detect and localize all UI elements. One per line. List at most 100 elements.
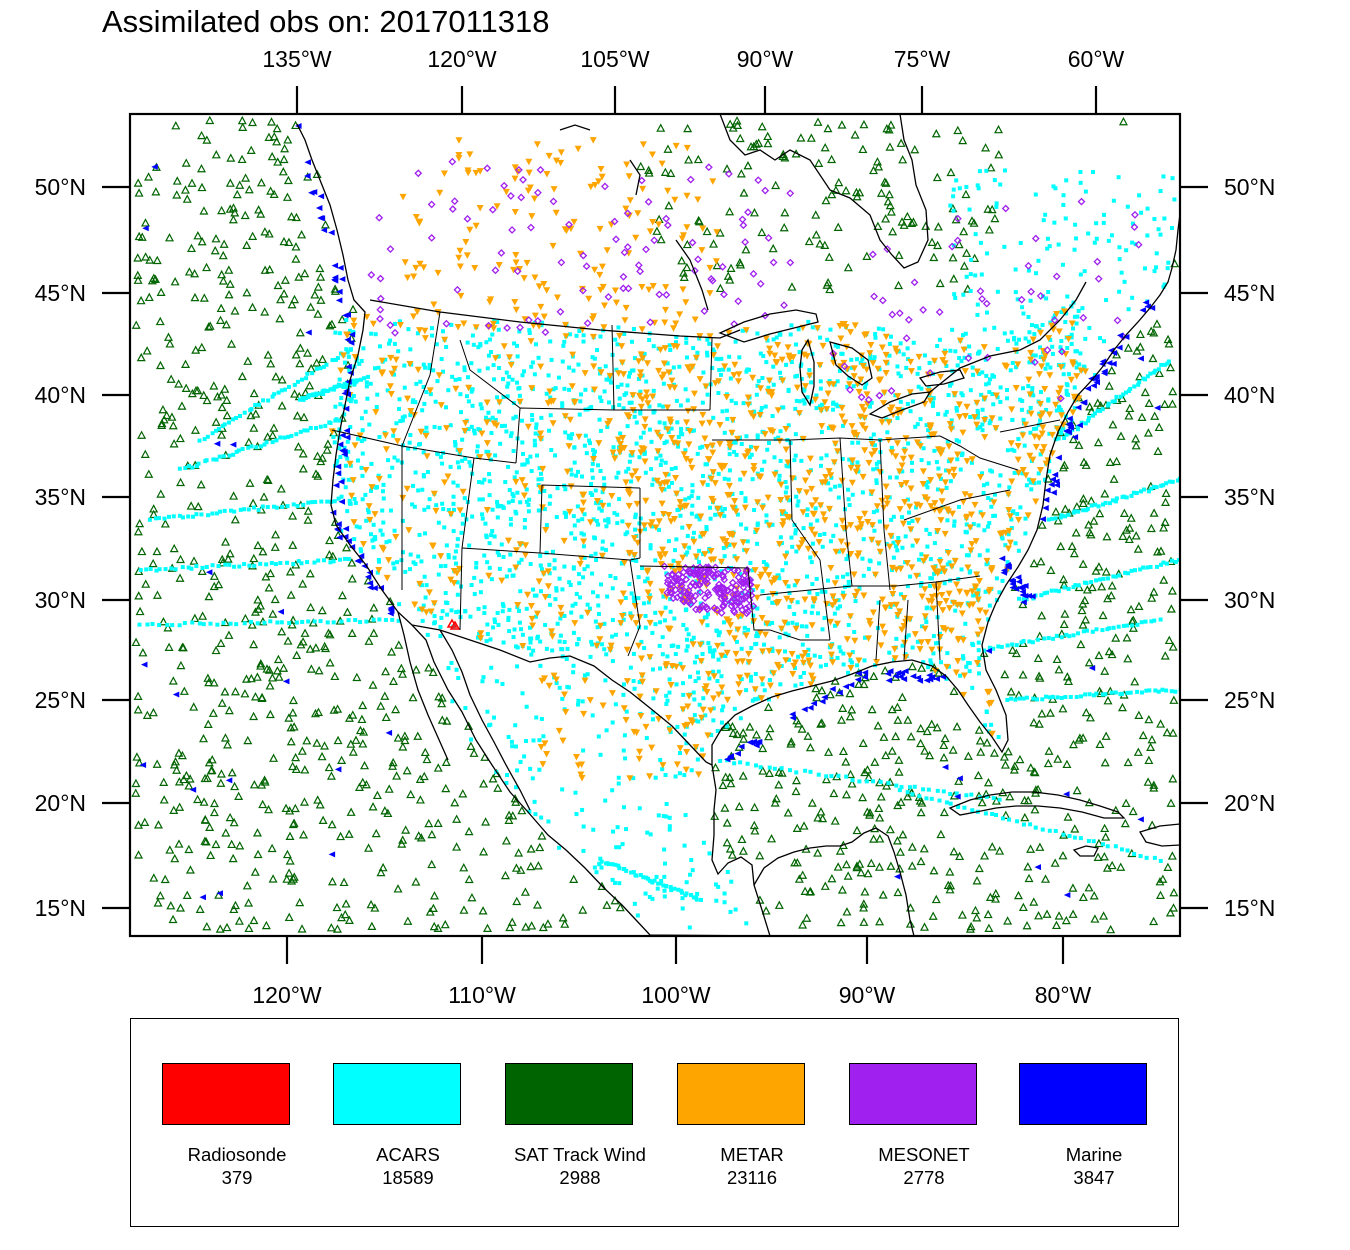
obs-marker xyxy=(892,453,900,460)
obs-marker xyxy=(186,514,191,519)
obs-marker xyxy=(975,183,980,188)
obs-marker xyxy=(1166,798,1176,807)
obs-marker xyxy=(169,805,179,814)
obs-marker xyxy=(282,435,287,440)
obs-marker xyxy=(798,674,803,679)
obs-marker xyxy=(889,445,894,450)
obs-marker xyxy=(1026,384,1031,389)
obs-marker xyxy=(364,380,369,385)
obs-marker xyxy=(720,409,725,414)
obs-marker xyxy=(786,657,791,662)
obs-marker xyxy=(841,662,846,667)
obs-marker xyxy=(992,492,997,497)
obs-marker xyxy=(1078,892,1088,902)
obs-marker xyxy=(650,482,655,487)
obs-marker xyxy=(571,514,576,519)
obs-marker xyxy=(793,528,798,533)
obs-marker xyxy=(873,221,883,230)
obs-marker xyxy=(960,672,968,679)
obs-marker xyxy=(225,812,235,822)
obs-marker xyxy=(1140,387,1150,397)
obs-marker xyxy=(1149,587,1159,596)
obs-marker xyxy=(337,314,347,324)
obs-marker xyxy=(600,539,605,544)
obs-marker xyxy=(737,355,742,360)
obs-marker xyxy=(279,388,284,393)
obs-marker xyxy=(663,605,668,610)
obs-marker xyxy=(1013,890,1023,900)
obs-marker xyxy=(803,731,813,740)
obs-marker xyxy=(382,446,390,453)
obs-marker xyxy=(392,321,397,326)
obs-marker xyxy=(220,733,230,742)
obs-marker xyxy=(1139,489,1144,494)
obs-marker xyxy=(227,768,237,777)
obs-marker xyxy=(950,472,958,480)
obs-marker xyxy=(1042,636,1047,641)
obs-marker xyxy=(332,924,342,933)
obs-marker xyxy=(548,339,553,344)
obs-marker xyxy=(235,841,245,850)
obs-marker xyxy=(1111,633,1121,642)
obs-marker xyxy=(511,863,521,872)
obs-marker xyxy=(947,426,955,433)
obs-marker xyxy=(1147,688,1152,693)
obs-marker xyxy=(1063,812,1073,821)
obs-marker xyxy=(832,548,840,556)
obs-marker xyxy=(673,652,678,657)
obs-marker xyxy=(214,457,219,462)
obs-marker xyxy=(417,607,422,612)
obs-marker xyxy=(755,606,760,611)
obs-marker xyxy=(991,894,1001,903)
obs-marker xyxy=(593,619,598,624)
obs-marker xyxy=(756,379,761,384)
obs-marker xyxy=(825,468,833,475)
obs-marker xyxy=(152,255,162,265)
obs-marker xyxy=(947,560,952,565)
obs-marker xyxy=(383,617,388,622)
obs-marker xyxy=(1026,268,1031,273)
obs-marker xyxy=(1107,581,1117,590)
obs-marker xyxy=(472,575,477,580)
obs-marker xyxy=(1136,382,1141,387)
obs-marker xyxy=(968,541,976,548)
obs-marker xyxy=(1067,541,1077,551)
obs-marker xyxy=(1040,322,1045,327)
obs-marker xyxy=(323,628,333,637)
obs-marker xyxy=(479,847,489,856)
obs-marker xyxy=(594,557,599,562)
obs-marker xyxy=(628,450,636,457)
obs-marker xyxy=(484,340,489,345)
obs-marker xyxy=(707,549,712,554)
obs-marker xyxy=(358,700,368,710)
obs-marker xyxy=(538,922,548,932)
obs-marker xyxy=(318,815,328,825)
obs-marker xyxy=(719,569,724,574)
obs-marker xyxy=(186,243,197,253)
obs-marker xyxy=(1008,368,1013,373)
obs-marker xyxy=(1138,854,1143,859)
obs-marker xyxy=(506,618,511,623)
obs-marker xyxy=(691,536,696,541)
obs-marker xyxy=(817,718,827,727)
obs-marker xyxy=(664,625,672,632)
obs-marker xyxy=(894,250,904,259)
obs-marker xyxy=(966,921,976,931)
obs-marker xyxy=(900,643,905,648)
obs-marker xyxy=(642,601,647,606)
obs-marker xyxy=(1155,890,1165,899)
obs-marker xyxy=(628,370,633,375)
obs-marker xyxy=(228,853,238,863)
obs-marker xyxy=(1143,777,1153,786)
obs-marker xyxy=(223,740,233,749)
obs-marker xyxy=(291,212,301,222)
obs-marker xyxy=(751,605,756,610)
obs-marker xyxy=(716,391,721,396)
obs-marker xyxy=(850,130,860,139)
obs-marker xyxy=(1149,508,1159,517)
obs-marker xyxy=(732,449,737,454)
obs-marker xyxy=(539,477,544,482)
obs-marker xyxy=(339,494,344,499)
obs-marker xyxy=(641,416,649,423)
obs-marker xyxy=(357,361,362,366)
